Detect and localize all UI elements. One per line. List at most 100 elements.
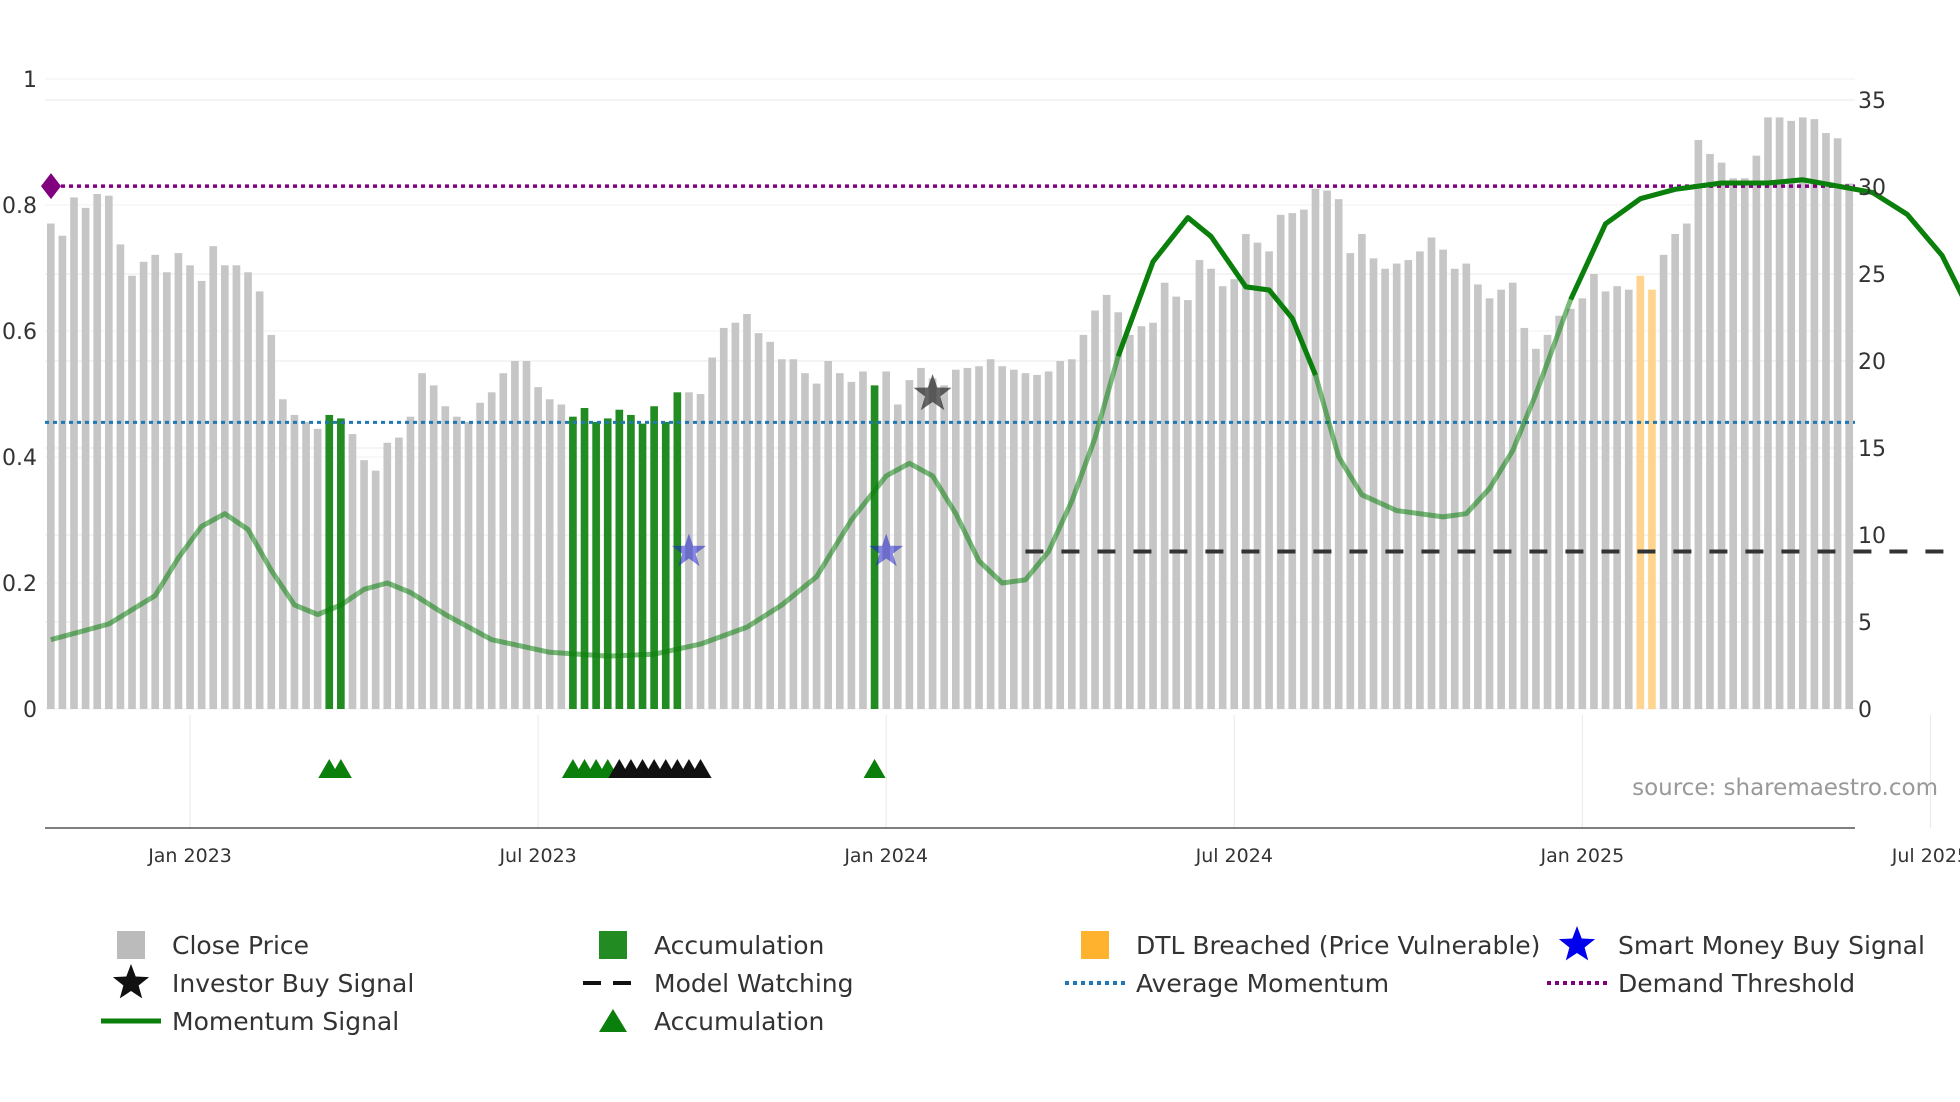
close-price-bar xyxy=(1253,242,1262,709)
close-price-bar xyxy=(348,434,357,709)
grid-lines xyxy=(45,78,1931,828)
investor-buy-star xyxy=(913,374,952,411)
close-price-bar xyxy=(1740,178,1749,710)
close-price-bar xyxy=(557,404,566,709)
close-price-bar xyxy=(1056,361,1065,709)
close-price-bar xyxy=(1427,237,1436,709)
close-price-bar xyxy=(46,223,55,710)
close-price-bar xyxy=(1346,253,1355,709)
close-price-bar xyxy=(1566,308,1575,709)
close-price-bar xyxy=(1230,279,1239,709)
close-price-bar xyxy=(1404,260,1413,709)
close-price-bar xyxy=(754,333,763,709)
accumulation-bar xyxy=(673,392,682,709)
accumulation-bar xyxy=(569,416,577,709)
legend-label: Investor Buy Signal xyxy=(172,969,414,998)
close-price-bar xyxy=(1369,258,1378,709)
close-price-bar xyxy=(1184,300,1192,709)
close-price-bar xyxy=(371,470,380,709)
legend-item-investor-buy: Investor Buy Signal xyxy=(112,964,414,999)
legend-item-accumulation-bar: Accumulation xyxy=(599,931,824,960)
left-axis-tick: 0.2 xyxy=(2,572,37,597)
legend-star-icon xyxy=(112,964,150,999)
accumulation-bar xyxy=(638,423,647,709)
left-axis-tick: 0.4 xyxy=(2,446,37,471)
chart-lines xyxy=(41,173,1960,659)
close-price-bar xyxy=(1775,117,1784,709)
left-axis-tick: 0 xyxy=(23,698,37,723)
signal-markers xyxy=(318,374,952,778)
accumulation-bar xyxy=(337,418,345,709)
left-axis-tick: 1 xyxy=(23,68,37,93)
close-price-bar xyxy=(1416,251,1424,709)
close-price-bar xyxy=(1242,233,1250,710)
close-price-bar xyxy=(1450,268,1459,709)
close-price-bar xyxy=(1624,289,1633,709)
legend-item-model-watching: Model Watching xyxy=(583,969,854,998)
close-price-bar xyxy=(986,359,995,709)
x-axis-tick: Jul 2024 xyxy=(1195,845,1273,867)
accumulation-bar xyxy=(325,414,334,709)
close-price-bar xyxy=(1729,178,1738,710)
close-price-bar xyxy=(1067,359,1076,709)
close-price-bar xyxy=(1137,326,1146,709)
close-price-bar xyxy=(1752,155,1761,709)
close-price-bar xyxy=(1671,233,1679,710)
close-price-bar xyxy=(1392,263,1401,709)
close-price-bar xyxy=(824,361,833,709)
legend-item-demand-threshold: Demand Threshold xyxy=(1547,969,1855,998)
close-price-bar xyxy=(1520,327,1529,709)
close-price-bar xyxy=(244,272,252,709)
close-price-bar xyxy=(1149,322,1157,709)
legend-label: Momentum Signal xyxy=(172,1007,399,1036)
close-price-bar xyxy=(1810,119,1819,709)
close-price-bar xyxy=(1079,334,1088,709)
legend-label: DTL Breached (Price Vulnerable) xyxy=(1136,931,1540,960)
legend-item-dtl-breached: DTL Breached (Price Vulnerable) xyxy=(1081,931,1540,960)
close-price-bar xyxy=(1126,334,1134,709)
legend-item-close-price: Close Price xyxy=(117,931,309,960)
momentum-signal-segment xyxy=(1115,215,1318,377)
close-price-bar xyxy=(383,442,392,709)
accumulation-bar xyxy=(580,407,589,709)
close-price-bar xyxy=(917,367,925,709)
legend-swatch xyxy=(599,931,627,959)
close-price-bar xyxy=(1462,263,1471,709)
legend-label: Model Watching xyxy=(654,969,854,998)
close-price-bar xyxy=(975,366,983,709)
close-price-bar xyxy=(221,265,229,709)
close-price-bar xyxy=(1717,162,1726,709)
close-price-bar xyxy=(279,399,287,709)
close-price-bar xyxy=(1601,291,1610,709)
close-price-bar xyxy=(1218,286,1227,709)
right-axis-tick: 0 xyxy=(1858,698,1872,723)
close-price-bar xyxy=(1033,374,1041,709)
legend-label: Accumulation xyxy=(654,1007,824,1036)
legend-item-accumulation-marker: Accumulation xyxy=(599,1007,824,1036)
legend-triangle-icon xyxy=(599,1009,627,1032)
source-label: source: sharemaestro.com xyxy=(1632,775,1938,801)
close-price-bar xyxy=(801,373,809,709)
legend-label: Demand Threshold xyxy=(1618,969,1855,998)
close-price-bar xyxy=(186,265,194,709)
close-price-bar xyxy=(522,361,531,709)
accumulation-bar xyxy=(603,418,612,709)
accumulation-bar xyxy=(592,421,600,709)
close-price-bar xyxy=(174,253,183,709)
x-axis-tick: Jul 2023 xyxy=(498,845,576,867)
close-price-bar xyxy=(1845,183,1854,709)
close-price-bar xyxy=(1532,348,1540,709)
close-price-bar xyxy=(1590,274,1598,709)
legend-label: Average Momentum xyxy=(1136,969,1389,998)
close-price-bar xyxy=(104,195,113,709)
close-price-bar xyxy=(1543,334,1552,709)
close-price-bar xyxy=(1288,213,1297,709)
legend-item-smart-money: Smart Money Buy Signal xyxy=(1558,926,1925,961)
close-price-bar xyxy=(1091,310,1099,709)
close-price-bar xyxy=(743,314,751,709)
close-price-bar xyxy=(940,385,949,709)
close-price-bar xyxy=(766,341,774,709)
close-price-bar xyxy=(116,244,125,710)
